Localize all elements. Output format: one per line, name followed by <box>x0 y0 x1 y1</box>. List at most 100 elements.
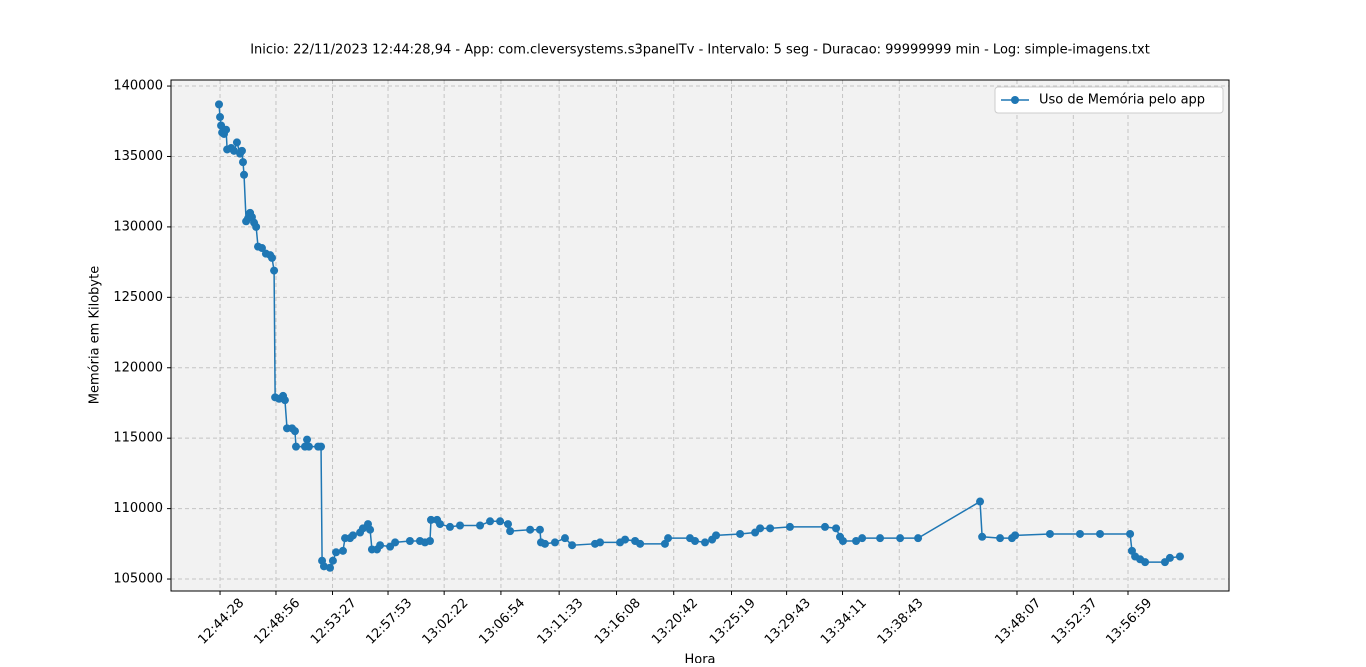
data-point <box>405 536 414 545</box>
data-point <box>756 524 765 533</box>
legend-marker <box>1011 96 1019 104</box>
data-point <box>304 442 313 451</box>
data-point <box>852 536 861 545</box>
data-point <box>896 534 905 543</box>
x-tick-label: 13:25:19 <box>707 596 759 648</box>
data-point <box>237 146 246 155</box>
plot-area <box>171 80 1229 591</box>
data-point <box>366 525 375 534</box>
data-point <box>476 521 485 530</box>
y-tick-label: 130000 <box>113 219 163 234</box>
data-point <box>1126 529 1135 538</box>
data-point <box>425 536 434 545</box>
data-point <box>328 556 337 565</box>
data-point <box>280 396 289 405</box>
data-point <box>1165 553 1174 562</box>
data-point <box>391 538 400 547</box>
data-point <box>1076 529 1085 538</box>
y-tick-label: 110000 <box>113 501 163 516</box>
data-point <box>338 546 347 555</box>
data-point <box>486 517 495 526</box>
data-point <box>636 539 645 548</box>
y-tick-label: 135000 <box>113 149 163 164</box>
plot-frame <box>170 79 1230 592</box>
x-axis-label: Hora <box>684 653 715 664</box>
data-point <box>701 538 710 547</box>
data-point <box>216 113 225 122</box>
data-point <box>240 170 249 179</box>
data-point <box>232 138 241 147</box>
data-point <box>303 435 312 444</box>
data-point <box>456 521 465 530</box>
data-point <box>332 548 341 557</box>
data-point <box>876 534 885 543</box>
data-point <box>326 563 335 572</box>
data-point <box>690 536 699 545</box>
data-point <box>1096 529 1105 538</box>
data-point <box>257 244 266 253</box>
data-point <box>540 539 549 548</box>
data-point <box>268 253 277 262</box>
x-tick-label: 13:11:33 <box>535 596 587 648</box>
data-point <box>914 534 923 543</box>
data-point <box>291 442 300 451</box>
data-point <box>435 520 444 529</box>
data-point <box>348 531 357 540</box>
x-tick-label: 12:48:56 <box>251 596 303 648</box>
data-point <box>736 529 745 538</box>
data-point <box>838 536 847 545</box>
data-point <box>978 532 987 541</box>
data-point <box>996 534 1005 543</box>
data-point <box>252 222 261 231</box>
data-point <box>820 522 829 531</box>
data-point <box>550 538 559 547</box>
data-point <box>446 522 455 531</box>
data-point <box>560 534 569 543</box>
x-tick-label: 13:06:54 <box>476 596 528 648</box>
y-tick-label: 115000 <box>113 431 163 446</box>
data-point <box>496 517 505 526</box>
data-point <box>290 427 299 436</box>
data-point <box>712 531 721 540</box>
chart-title: Inicio: 22/11/2023 12:44:28,94 - App: co… <box>250 43 1150 58</box>
data-point <box>427 515 436 524</box>
data-point <box>222 125 231 134</box>
data-point <box>832 524 841 533</box>
data-point <box>621 535 630 544</box>
y-tick-label: 105000 <box>113 572 163 587</box>
y-tick-label: 140000 <box>113 79 163 94</box>
x-tick-label: 13:20:42 <box>649 596 701 648</box>
data-point <box>526 525 535 534</box>
x-tick-label: 13:29:43 <box>762 596 814 648</box>
x-tick-label: 12:53:27 <box>308 596 360 648</box>
data-point <box>376 541 385 550</box>
data-point <box>858 534 867 543</box>
y-axis-label: Memória em Kilobyte <box>88 266 103 404</box>
x-tick-label: 13:02:22 <box>420 596 472 648</box>
legend-box <box>994 86 1224 114</box>
x-tick-label: 12:57:53 <box>363 596 415 648</box>
data-point <box>568 541 577 550</box>
x-tick-label: 13:48:07 <box>992 596 1044 648</box>
legend-label: Uso de Memória pelo app <box>1039 93 1205 108</box>
data-point <box>1175 552 1184 561</box>
data-point <box>230 146 239 155</box>
x-tick-label: 12:44:28 <box>195 596 247 648</box>
data-point <box>506 527 515 536</box>
data-point <box>317 442 326 451</box>
data-point <box>785 522 794 531</box>
data-point <box>504 520 513 529</box>
y-tick-label: 125000 <box>113 290 163 305</box>
data-point <box>1011 531 1020 540</box>
data-point <box>319 562 328 571</box>
data-point <box>766 524 775 533</box>
data-point <box>238 158 247 167</box>
data-point <box>596 538 605 547</box>
data-point <box>1045 529 1054 538</box>
x-tick-label: 13:52:37 <box>1049 596 1101 648</box>
data-point <box>1141 558 1150 567</box>
data-point <box>270 266 279 275</box>
x-tick-label: 13:16:08 <box>592 596 644 648</box>
data-point <box>664 534 673 543</box>
